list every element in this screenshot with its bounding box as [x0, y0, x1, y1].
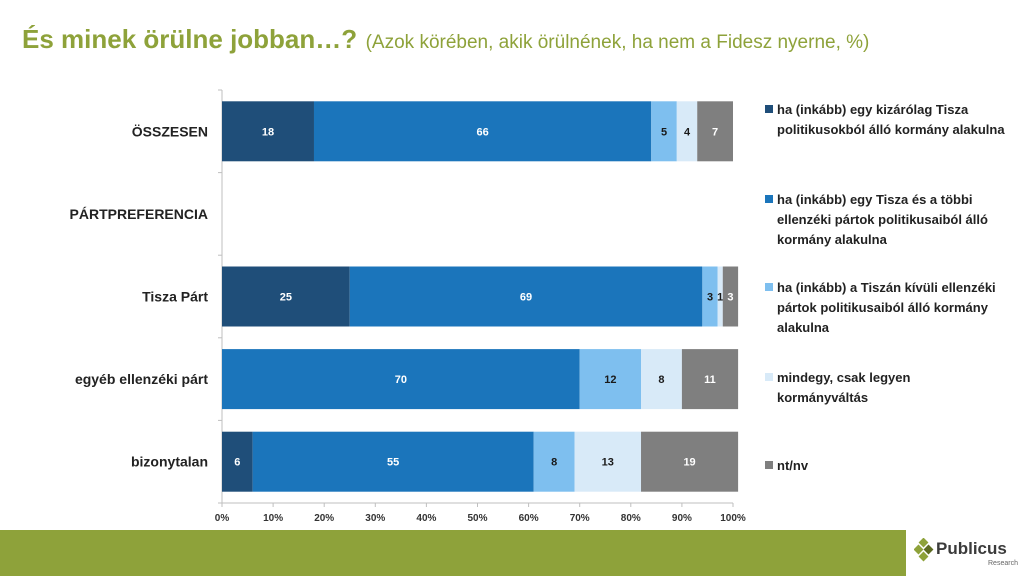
- data-label: 3: [707, 292, 713, 304]
- logo-name: Publicus: [936, 539, 1007, 558]
- data-label: 69: [520, 292, 532, 304]
- bar-segment: [349, 266, 703, 327]
- x-tick-label: 60%: [519, 513, 539, 524]
- bar-segment: [697, 101, 733, 162]
- title-main: És minek örülne jobban…?: [22, 24, 358, 54]
- logo-diamond-icon: [914, 538, 934, 562]
- legend-label: ha (inkább) egy kizárólag Tisza politiku…: [777, 102, 1005, 137]
- data-label: 8: [658, 374, 664, 386]
- title-subtitle: (Azok körében, akik örülnének, ha nem a …: [365, 32, 870, 53]
- data-label: 13: [602, 457, 614, 469]
- bar-segment: [222, 266, 350, 327]
- bar-segment: [252, 431, 534, 492]
- legend-label: mindegy, csak legyen kormányváltás: [777, 370, 911, 405]
- legend-swatch: [765, 283, 773, 291]
- logo-tagline: Research: [988, 560, 1018, 567]
- category-label: PÁRTPREFERENCIA: [70, 206, 208, 222]
- x-tick-label: 90%: [672, 513, 692, 524]
- data-label: 11: [704, 374, 716, 386]
- legend-swatch: [765, 195, 773, 203]
- chart-title: És minek örülne jobban…? (Azok körében, …: [22, 24, 869, 55]
- legend-swatch: [765, 105, 773, 113]
- bar-segment: [641, 431, 739, 492]
- bar-segment: [641, 349, 682, 410]
- data-label: 18: [262, 126, 274, 138]
- x-tick-label: 80%: [621, 513, 641, 524]
- data-label: 4: [684, 126, 691, 138]
- data-label: 7: [712, 126, 718, 138]
- x-tick-label: 0%: [215, 513, 230, 524]
- data-label: 70: [395, 374, 407, 386]
- bar-segment: [702, 266, 718, 327]
- category-label: egyéb ellenzéki párt: [75, 371, 208, 387]
- legend-label: ha (inkább) a Tiszán kívüli ellenzéki pá…: [777, 280, 996, 335]
- bar-segment: [717, 266, 723, 327]
- bar-segment: [676, 101, 698, 162]
- data-label: 1: [717, 292, 723, 304]
- x-tick-label: 70%: [570, 513, 590, 524]
- legend-label: ha (inkább) egy Tisza és a többi ellenzé…: [777, 192, 988, 247]
- x-tick-label: 20%: [314, 513, 334, 524]
- footer-band: [0, 530, 1024, 576]
- x-tick-label: 10%: [263, 513, 283, 524]
- data-label: 55: [387, 457, 399, 469]
- data-label: 25: [280, 292, 292, 304]
- legend-label: nt/nv: [777, 458, 809, 473]
- x-tick-label: 100%: [720, 513, 746, 524]
- data-label: 66: [476, 126, 488, 138]
- bar-segment: [579, 349, 642, 410]
- x-tick-label: 30%: [365, 513, 385, 524]
- bar-segment: [533, 431, 575, 492]
- publicus-logo: Publicus Research: [906, 528, 1024, 576]
- bar-segment: [222, 431, 253, 492]
- data-label: 8: [551, 457, 557, 469]
- x-tick-label: 50%: [467, 513, 487, 524]
- bar-segment: [722, 266, 739, 327]
- legend-swatch: [765, 373, 773, 381]
- data-label: 19: [683, 457, 695, 469]
- bar-segment: [313, 101, 652, 162]
- bar-segment: [574, 431, 642, 492]
- stacked-bar-chart: 0% 10% 20% 30% 40% 50% 60% 70% 80% 90% 100% ÖSSZESE…: [70, 89, 746, 524]
- legend-swatch: [765, 461, 773, 469]
- category-label: ÖSSZESEN: [132, 123, 208, 139]
- x-tick-label: 40%: [416, 513, 436, 524]
- data-label: 6: [234, 457, 240, 469]
- bar-segment: [222, 349, 580, 410]
- bar-segment: [681, 349, 739, 410]
- data-label: 5: [661, 126, 667, 138]
- category-label: Tisza Párt: [142, 289, 208, 305]
- category-label: bizonytalan: [131, 454, 208, 470]
- bar-segment: [651, 101, 677, 162]
- data-label: 3: [727, 292, 733, 304]
- bar-segment: [222, 101, 314, 162]
- data-label: 12: [604, 374, 616, 386]
